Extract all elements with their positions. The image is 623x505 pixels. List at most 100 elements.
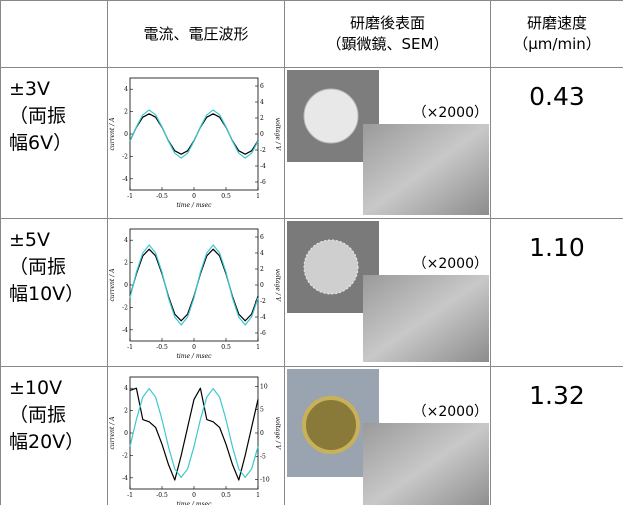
waveform-line xyxy=(129,388,259,478)
condition: 幅6V） xyxy=(9,132,73,154)
condition: （両振 xyxy=(9,256,67,278)
y2-tick-label: -4 xyxy=(260,314,266,321)
micro-spot xyxy=(303,88,359,144)
x-tick-label: 0 xyxy=(192,344,196,351)
x-tick-label: 0 xyxy=(192,492,196,499)
waveform-chart: -1 -0.5 0 0.5 1 -4 -2 0 2 4 -10 -5 0 5 10 time / msec cu… xyxy=(109,376,281,505)
condition: （両振 xyxy=(9,404,67,426)
sem-photo xyxy=(363,275,489,362)
rate: 1.32 xyxy=(490,366,623,505)
surface-cell: （×2000） xyxy=(284,366,491,505)
y2-tick-label: -5 xyxy=(260,453,266,460)
header-cell: 研磨速度 （μm/min） xyxy=(490,0,623,68)
y-tick-label: 0 xyxy=(124,430,128,437)
x-axis-label: time / msec xyxy=(176,202,212,209)
y-axis-label: current / A xyxy=(109,268,116,302)
condition: ±3V xyxy=(9,78,51,100)
waveform-chart: -1 -0.5 0 0.5 1 -4 -2 0 2 4 -6 -4 -2 0 2 4 6 time / msec c… xyxy=(109,228,281,360)
y2-tick-label: 0 xyxy=(260,131,264,138)
y2-tick-label: 6 xyxy=(260,234,264,241)
y-tick-label: -4 xyxy=(122,475,128,482)
y2-axis-label: voltage / V xyxy=(274,269,281,302)
rate: 0.43 xyxy=(490,67,623,219)
waveform-cell: -1 -0.5 0 0.5 1 -4 -2 0 2 4 -6 -4 -2 0 2 4 6 time / msec c… xyxy=(107,67,285,219)
y2-tick-label: 10 xyxy=(260,383,268,390)
condition: （両振 xyxy=(9,105,67,127)
y-tick-label: -2 xyxy=(122,304,128,311)
y2-tick-label: 0 xyxy=(260,430,264,437)
y-tick-label: 0 xyxy=(124,131,128,138)
condition: ±10V xyxy=(9,377,63,399)
x-tick-label: 0.5 xyxy=(221,344,231,351)
sem-photo xyxy=(363,423,489,505)
plot-frame xyxy=(129,77,259,191)
header-cell: 電流、電圧波形 xyxy=(107,0,285,68)
x-axis-label: time / msec xyxy=(176,501,212,505)
micro-spot xyxy=(302,396,360,454)
magnification: （×2000） xyxy=(412,404,488,420)
y2-tick-label: 4 xyxy=(260,250,264,257)
sem-photo xyxy=(363,124,489,215)
magnification: （×2000） xyxy=(412,105,488,121)
row: ±5V （両振 幅10V） -1 -0.5 0 0.5 1 -4 -2 0 2 4 -6 -4 -2 0 2 4 6… xyxy=(0,218,623,367)
y-axis-label: current / A xyxy=(109,117,116,151)
y2-tick-label: 2 xyxy=(260,115,264,122)
waveform-line xyxy=(129,387,259,481)
micro-spot xyxy=(303,239,359,295)
header-cell: 研磨後表面 （顕微鏡、SEM） xyxy=(284,0,491,68)
x-tick-label: -1 xyxy=(127,193,133,200)
condition-cell: ±10V （両振幅20V） xyxy=(0,366,108,505)
y-axis-label: current / A xyxy=(109,416,116,450)
y2-axis-label: voltage / V xyxy=(274,417,281,450)
photos xyxy=(287,369,489,505)
x-tick-label: 1 xyxy=(256,344,260,351)
y-tick-label: 0 xyxy=(124,282,128,289)
waveform-cell: -1 -0.5 0 0.5 1 -4 -2 0 2 4 -6 -4 -2 0 2 4 6 time / msec c… xyxy=(107,218,285,367)
header-row: 電流、電圧波形 研磨後表面 （顕微鏡、SEM） 研磨速度 （μm/min） xyxy=(0,0,623,68)
y-tick-label: 2 xyxy=(124,408,128,415)
y-tick-label: 4 xyxy=(124,86,128,93)
header-cell xyxy=(0,0,108,68)
y2-tick-label: -2 xyxy=(260,147,266,154)
x-tick-label: -0.5 xyxy=(156,492,168,499)
header-text: 電流、電圧波形 xyxy=(143,24,249,43)
y2-tick-label: 5 xyxy=(260,407,264,414)
y-tick-label: 4 xyxy=(124,385,128,392)
y-tick-label: 2 xyxy=(124,109,128,116)
header-text: 研磨速度 xyxy=(526,14,587,32)
photos xyxy=(287,221,489,362)
row: ±3V （両振 幅6V） -1 -0.5 0 0.5 1 -4 -2 0 2 4 -6 -4 -2 0 2 4 6 t… xyxy=(0,67,623,219)
waveform-chart: -1 -0.5 0 0.5 1 -4 -2 0 2 4 -6 -4 -2 0 2 4 6 time / msec c… xyxy=(109,77,281,209)
x-tick-label: 0.5 xyxy=(221,492,231,499)
y2-tick-label: 4 xyxy=(260,99,264,106)
surface-cell: （×2000） xyxy=(284,218,491,367)
condition-cell: ±3V （両振幅6V） xyxy=(0,67,108,219)
y2-tick-label: 2 xyxy=(260,266,264,273)
waveform-line xyxy=(129,113,259,155)
photos xyxy=(287,70,489,215)
x-tick-label: 0 xyxy=(192,193,196,200)
x-tick-label: 1 xyxy=(256,193,260,200)
y-tick-label: 2 xyxy=(124,260,128,267)
row: ±10V （両振 幅20V） -1 -0.5 0 0.5 1 -4 -2 0 2 4 -10 -5 0 5 10… xyxy=(0,366,623,505)
condition: 幅10V） xyxy=(9,283,85,305)
x-tick-label: -0.5 xyxy=(156,344,168,351)
y2-tick-label: -10 xyxy=(260,477,270,484)
y2-tick-label: -6 xyxy=(260,330,266,337)
header-text: 研磨後表面 xyxy=(349,14,425,32)
y2-axis-label: voltage / V xyxy=(274,118,281,151)
condition: 幅20V） xyxy=(9,431,85,453)
condition: ±5V xyxy=(9,229,51,251)
magnification: （×2000） xyxy=(412,256,488,272)
x-tick-label: 0.5 xyxy=(221,193,231,200)
condition-cell: ±5V （両振幅10V） xyxy=(0,218,108,367)
y-tick-label: -2 xyxy=(122,153,128,160)
x-tick-label: -1 xyxy=(127,492,133,499)
y2-tick-label: -4 xyxy=(260,163,266,170)
waveform-line xyxy=(129,244,259,326)
header-text: （顕微鏡、SEM） xyxy=(326,35,449,53)
waveform-cell: -1 -0.5 0 0.5 1 -4 -2 0 2 4 -10 -5 0 5 10 time / msec cu… xyxy=(107,366,285,505)
y2-tick-label: 6 xyxy=(260,83,264,90)
